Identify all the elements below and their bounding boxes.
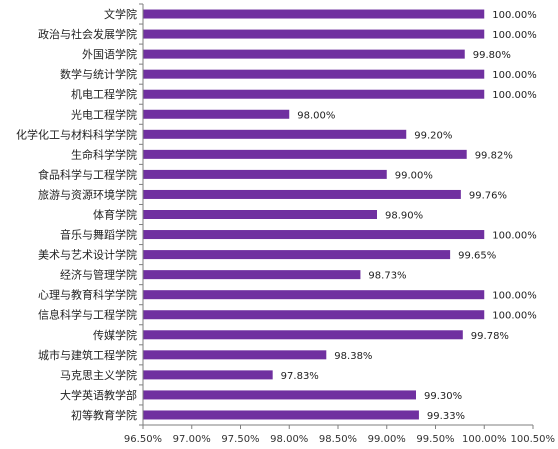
- x-tick-label: 99.00%: [368, 434, 406, 445]
- bar: [143, 89, 485, 99]
- x-tick-label: 97.50%: [221, 434, 259, 445]
- data-label: 99.33%: [427, 411, 465, 422]
- category-label: 心理与教育科学学院: [38, 288, 137, 302]
- bar: [143, 250, 451, 260]
- bar: [143, 410, 419, 420]
- x-tick-label: 98.00%: [270, 434, 308, 445]
- bar: [143, 9, 485, 19]
- bar: [143, 49, 465, 59]
- data-labels: 100.00% 100.00% 99.80% 100.00% 100.00% 98.00%…: [281, 10, 537, 422]
- category-label: 外国语学院: [82, 47, 137, 61]
- category-label: 数学与统计学院: [60, 67, 137, 81]
- bar: [143, 270, 361, 280]
- bar: [143, 350, 327, 360]
- category-label: 文学院: [104, 7, 137, 21]
- chart-bars: [143, 9, 485, 420]
- data-label: 98.38%: [334, 351, 372, 362]
- category-label: 马克思主义学院: [60, 368, 137, 382]
- bar: [143, 370, 273, 380]
- bar: [143, 29, 485, 39]
- category-label: 体育学院: [93, 208, 137, 222]
- category-labels: 文学院政治与社会发展学院外国语学院数学与统计学院机电工程学院光电工程学院化学化工…: [16, 7, 137, 422]
- bar: [143, 109, 290, 119]
- bar: [143, 189, 461, 199]
- data-label: 99.65%: [458, 251, 496, 262]
- data-label: 100.00%: [492, 10, 537, 21]
- x-tick-label: 96.50%: [124, 434, 162, 445]
- data-label: 99.82%: [475, 150, 513, 161]
- x-tick-label: 100.50%: [511, 434, 556, 445]
- category-label: 信息科学与工程学院: [38, 308, 137, 322]
- data-label: 99.80%: [473, 50, 511, 61]
- data-label: 99.76%: [469, 190, 507, 201]
- category-label: 初等教育学院: [71, 408, 137, 422]
- x-tick-label: 97.00%: [173, 434, 211, 445]
- category-label: 大学英语教学部: [60, 388, 137, 402]
- bar: [143, 230, 485, 240]
- bar: [143, 129, 407, 139]
- x-axis-ticks: 96.50% 97.00% 97.50% 98.00% 98.50% 99.00% 99.5…: [124, 425, 555, 445]
- category-label: 音乐与舞蹈学院: [60, 228, 137, 242]
- data-label: 100.00%: [492, 30, 537, 41]
- data-label: 98.73%: [368, 271, 406, 282]
- data-label: 99.30%: [424, 391, 462, 402]
- category-label: 旅游与资源环境学院: [38, 187, 137, 201]
- data-label: 100.00%: [492, 311, 537, 322]
- bar: [143, 330, 463, 340]
- category-label: 城市与建筑工程学院: [38, 348, 137, 362]
- data-label: 99.00%: [395, 170, 433, 181]
- bar: [143, 310, 485, 320]
- x-tick-label: 98.50%: [319, 434, 357, 445]
- data-label: 97.83%: [281, 371, 319, 382]
- x-tick-label: 99.50%: [416, 434, 454, 445]
- data-label: 100.00%: [492, 70, 537, 81]
- category-label: 光电工程学院: [71, 107, 137, 121]
- data-label: 98.00%: [297, 110, 335, 121]
- category-label: 生命科学学院: [71, 147, 137, 161]
- x-tick-label: 100.00%: [462, 434, 507, 445]
- data-label: 98.90%: [385, 211, 423, 222]
- chart-axes: [139, 3, 533, 426]
- category-label: 政治与社会发展学院: [38, 27, 137, 41]
- category-label: 传媒学院: [93, 328, 137, 342]
- category-label: 食品科学与工程学院: [38, 167, 137, 181]
- category-label: 经济与管理学院: [60, 268, 137, 282]
- bar: [143, 149, 467, 159]
- bar: [143, 290, 485, 300]
- bar: [143, 169, 387, 179]
- category-label: 美术与艺术设计学院: [38, 248, 137, 262]
- data-label: 100.00%: [492, 90, 537, 101]
- data-label: 99.20%: [414, 130, 452, 141]
- category-label: 机电工程学院: [71, 87, 137, 101]
- bar: [143, 69, 485, 79]
- category-label: 化学化工与材料科学学院: [16, 127, 137, 141]
- data-label: 100.00%: [492, 231, 537, 242]
- bar: [143, 210, 377, 219]
- data-label: 99.78%: [471, 331, 509, 342]
- bar: [143, 390, 416, 400]
- data-label: 100.00%: [492, 291, 537, 302]
